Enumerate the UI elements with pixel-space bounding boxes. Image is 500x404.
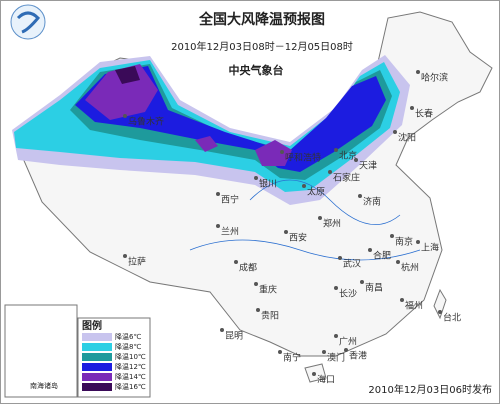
city-label: 成都 bbox=[239, 262, 257, 274]
city-label: 沈阳 bbox=[398, 132, 416, 144]
city-dot bbox=[234, 260, 238, 264]
rivers bbox=[189, 179, 421, 261]
city-label: 合肥 bbox=[373, 250, 391, 262]
legend-label: 降温14℃ bbox=[115, 372, 146, 381]
city-label: 西安 bbox=[289, 232, 307, 244]
legend-title: 图例 bbox=[82, 319, 102, 332]
taiwan bbox=[433, 288, 447, 320]
city-dot bbox=[390, 234, 394, 238]
city-label: 香港 bbox=[349, 350, 367, 362]
city-dot bbox=[312, 372, 316, 376]
city-dot bbox=[338, 256, 342, 260]
city-dot bbox=[368, 248, 372, 252]
city-dot bbox=[284, 230, 288, 234]
logo bbox=[10, 4, 46, 40]
city-dot bbox=[393, 130, 397, 134]
city-dot bbox=[360, 280, 364, 284]
city-label: 郑州 bbox=[323, 218, 341, 230]
zone-14 bbox=[255, 140, 292, 166]
city-label: 昆明 bbox=[225, 331, 243, 342]
city-label: 海口 bbox=[317, 374, 335, 386]
city-label: 北京 bbox=[339, 150, 357, 162]
inset-box bbox=[4, 304, 78, 398]
legend-swatch bbox=[82, 373, 112, 381]
legend-swatch bbox=[82, 343, 112, 351]
city-dot bbox=[334, 148, 338, 152]
city-dot bbox=[354, 158, 358, 162]
city-dot bbox=[396, 260, 400, 264]
legend-label: 降温16℃ bbox=[115, 382, 146, 391]
zone-14 bbox=[195, 136, 218, 152]
city-dot bbox=[254, 282, 258, 286]
city-label: 南京 bbox=[395, 236, 413, 248]
city-dot bbox=[344, 348, 348, 352]
city-label: 武汉 bbox=[343, 258, 361, 270]
city-label: 哈尔滨 bbox=[421, 72, 448, 84]
city-label: 长春 bbox=[415, 108, 433, 120]
city-dot bbox=[358, 194, 362, 198]
city-label: 天津 bbox=[359, 161, 377, 172]
city-dot bbox=[280, 150, 284, 154]
legend-label: 降温12℃ bbox=[115, 362, 146, 371]
city-label: 银川 bbox=[259, 178, 277, 190]
city-label: 乌鲁木齐 bbox=[128, 116, 164, 128]
city-dot bbox=[416, 70, 420, 74]
city-label: 南昌 bbox=[365, 282, 383, 294]
legend-label: 降温8℃ bbox=[115, 342, 141, 351]
city-label: 长沙 bbox=[339, 288, 357, 300]
city-dot bbox=[328, 170, 332, 174]
city-dot bbox=[123, 114, 127, 118]
city-label: 贵阳 bbox=[261, 310, 279, 322]
city-label: 太原 bbox=[307, 186, 325, 198]
city-dot bbox=[400, 298, 404, 302]
city-label: 兰州 bbox=[221, 226, 239, 238]
city-label: 重庆 bbox=[259, 284, 277, 296]
zone-16 bbox=[115, 66, 140, 84]
legend-label: 降温10℃ bbox=[115, 352, 146, 361]
city-label: 石家庄 bbox=[333, 172, 360, 184]
city-label: 济南 bbox=[363, 196, 381, 208]
city-label: 南宁 bbox=[283, 352, 301, 364]
city-dot bbox=[256, 308, 260, 312]
city-label: 广州 bbox=[339, 336, 357, 348]
legend-swatch bbox=[82, 333, 112, 341]
city-dot bbox=[416, 240, 420, 244]
city-label: 台北 bbox=[443, 312, 461, 324]
city-label: 澳门 bbox=[327, 352, 345, 364]
city-label: 呼和浩特 bbox=[285, 152, 321, 164]
city-dot bbox=[216, 224, 220, 228]
city-dot bbox=[302, 184, 306, 188]
legend-swatch bbox=[82, 363, 112, 371]
city-dot bbox=[216, 192, 220, 196]
zone-14 bbox=[85, 64, 158, 120]
city-dot bbox=[254, 176, 258, 180]
city-dot bbox=[318, 216, 322, 220]
city-dot bbox=[123, 254, 127, 258]
issuer: 中央气象台 bbox=[229, 63, 284, 77]
legend-swatch bbox=[82, 353, 112, 361]
city-dot bbox=[334, 334, 338, 338]
city-dot bbox=[410, 106, 414, 110]
city-label: 上海 bbox=[421, 242, 439, 254]
city-label: 杭州 bbox=[401, 262, 419, 274]
city-dot bbox=[334, 286, 338, 290]
city-dot bbox=[278, 350, 282, 354]
city-label: 拉萨 bbox=[128, 256, 146, 268]
issued: 2010年12月03日06时发布 bbox=[368, 383, 492, 396]
legend-swatch bbox=[82, 383, 112, 391]
title: 全国大风降温预报图 bbox=[198, 11, 325, 28]
city-label: 福州 bbox=[405, 300, 423, 312]
city-dot bbox=[438, 310, 442, 314]
inset-label: 南海诸岛 bbox=[30, 381, 58, 390]
period: 2010年12月03日08时－12月05日08时 bbox=[171, 40, 353, 53]
city-label: 西宁 bbox=[221, 194, 239, 206]
city-dot bbox=[220, 328, 224, 332]
legend-label: 降温6℃ bbox=[115, 332, 141, 341]
city-dot bbox=[322, 350, 326, 354]
